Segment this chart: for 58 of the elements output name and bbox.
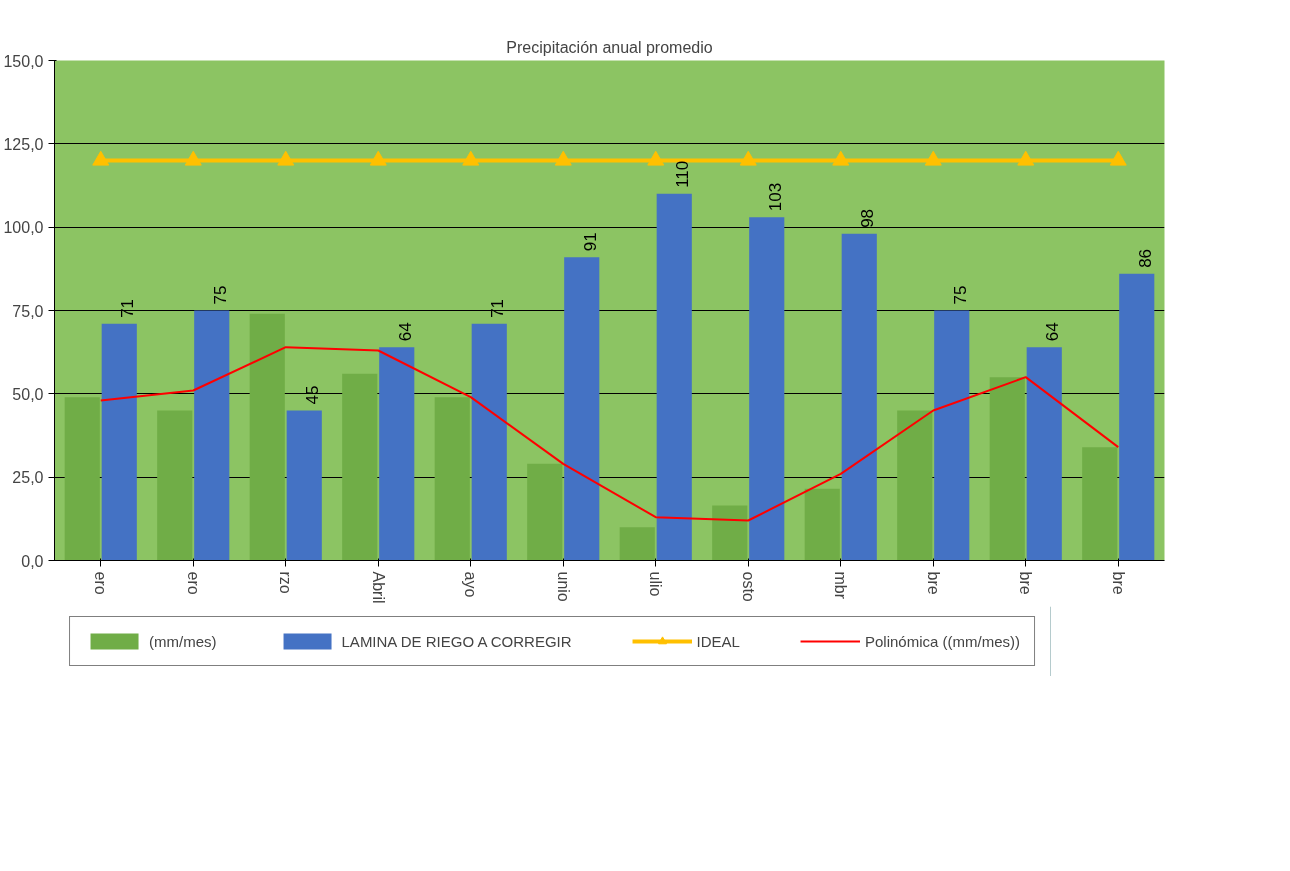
x-tick-label: ayo bbox=[462, 571, 480, 598]
y-tick-label: 150,0 bbox=[3, 52, 44, 70]
x-tick-label: ero bbox=[184, 571, 202, 595]
y-tick-label: 25,0 bbox=[12, 469, 44, 487]
x-tick-label: mbr bbox=[832, 571, 850, 600]
bar bbox=[286, 410, 322, 561]
bar bbox=[989, 377, 1025, 561]
x-tick-label: ulio bbox=[647, 571, 665, 597]
data-label: 86 bbox=[1135, 248, 1155, 268]
legend-label: (mm/mes) bbox=[149, 632, 217, 650]
bar bbox=[64, 397, 100, 561]
x-tick-label: osto bbox=[739, 571, 757, 602]
bar bbox=[656, 193, 692, 561]
x-tick-label: bre bbox=[924, 571, 942, 595]
bar bbox=[749, 217, 785, 561]
bar bbox=[1082, 447, 1118, 561]
data-label: 103 bbox=[765, 182, 785, 212]
bar bbox=[434, 397, 470, 561]
bar bbox=[527, 463, 563, 561]
line-series bbox=[99, 346, 1120, 522]
legend-label: LAMINA DE RIEGO A CORREGIR bbox=[341, 632, 572, 650]
data-label: 98 bbox=[858, 208, 878, 228]
bar bbox=[804, 488, 840, 561]
bar bbox=[841, 233, 877, 561]
data-label: 64 bbox=[395, 322, 415, 342]
legend-label: Polinómica ((mm/mes)) bbox=[864, 632, 1020, 650]
data-label: 75 bbox=[950, 285, 970, 305]
x-tick-label: bre bbox=[1017, 571, 1035, 595]
x-tick-label: Abril bbox=[369, 571, 387, 604]
y-tick-label: 100,0 bbox=[3, 219, 44, 237]
x-tick-label: bre bbox=[1109, 571, 1127, 595]
y-tick-label: 75,0 bbox=[12, 302, 44, 320]
chart-title: Precipitación anual promedio bbox=[506, 38, 713, 56]
x-tick-label: ero bbox=[92, 571, 110, 595]
bar bbox=[934, 310, 970, 561]
bar bbox=[342, 373, 378, 561]
data-label: 64 bbox=[1043, 322, 1063, 342]
data-label: 110 bbox=[673, 160, 693, 188]
y-tick-label: 50,0 bbox=[12, 385, 44, 403]
bar bbox=[157, 410, 193, 561]
data-label: 91 bbox=[580, 232, 600, 252]
bar bbox=[712, 505, 748, 561]
data-label: 75 bbox=[210, 285, 230, 305]
bar bbox=[619, 527, 655, 561]
bar bbox=[101, 323, 137, 561]
y-tick-label: 0,0 bbox=[21, 552, 44, 570]
bar bbox=[471, 323, 507, 561]
legend-label: IDEAL bbox=[696, 632, 740, 650]
bar bbox=[194, 310, 230, 561]
bar bbox=[564, 257, 600, 561]
x-tick-label: rzo bbox=[277, 571, 295, 594]
x-tick-label: unio bbox=[554, 571, 572, 602]
bar bbox=[379, 347, 415, 561]
y-tick-label: 125,0 bbox=[3, 135, 44, 153]
bar bbox=[1119, 273, 1155, 561]
bar bbox=[1026, 347, 1062, 561]
bar bbox=[897, 410, 933, 561]
bar bbox=[249, 313, 285, 561]
